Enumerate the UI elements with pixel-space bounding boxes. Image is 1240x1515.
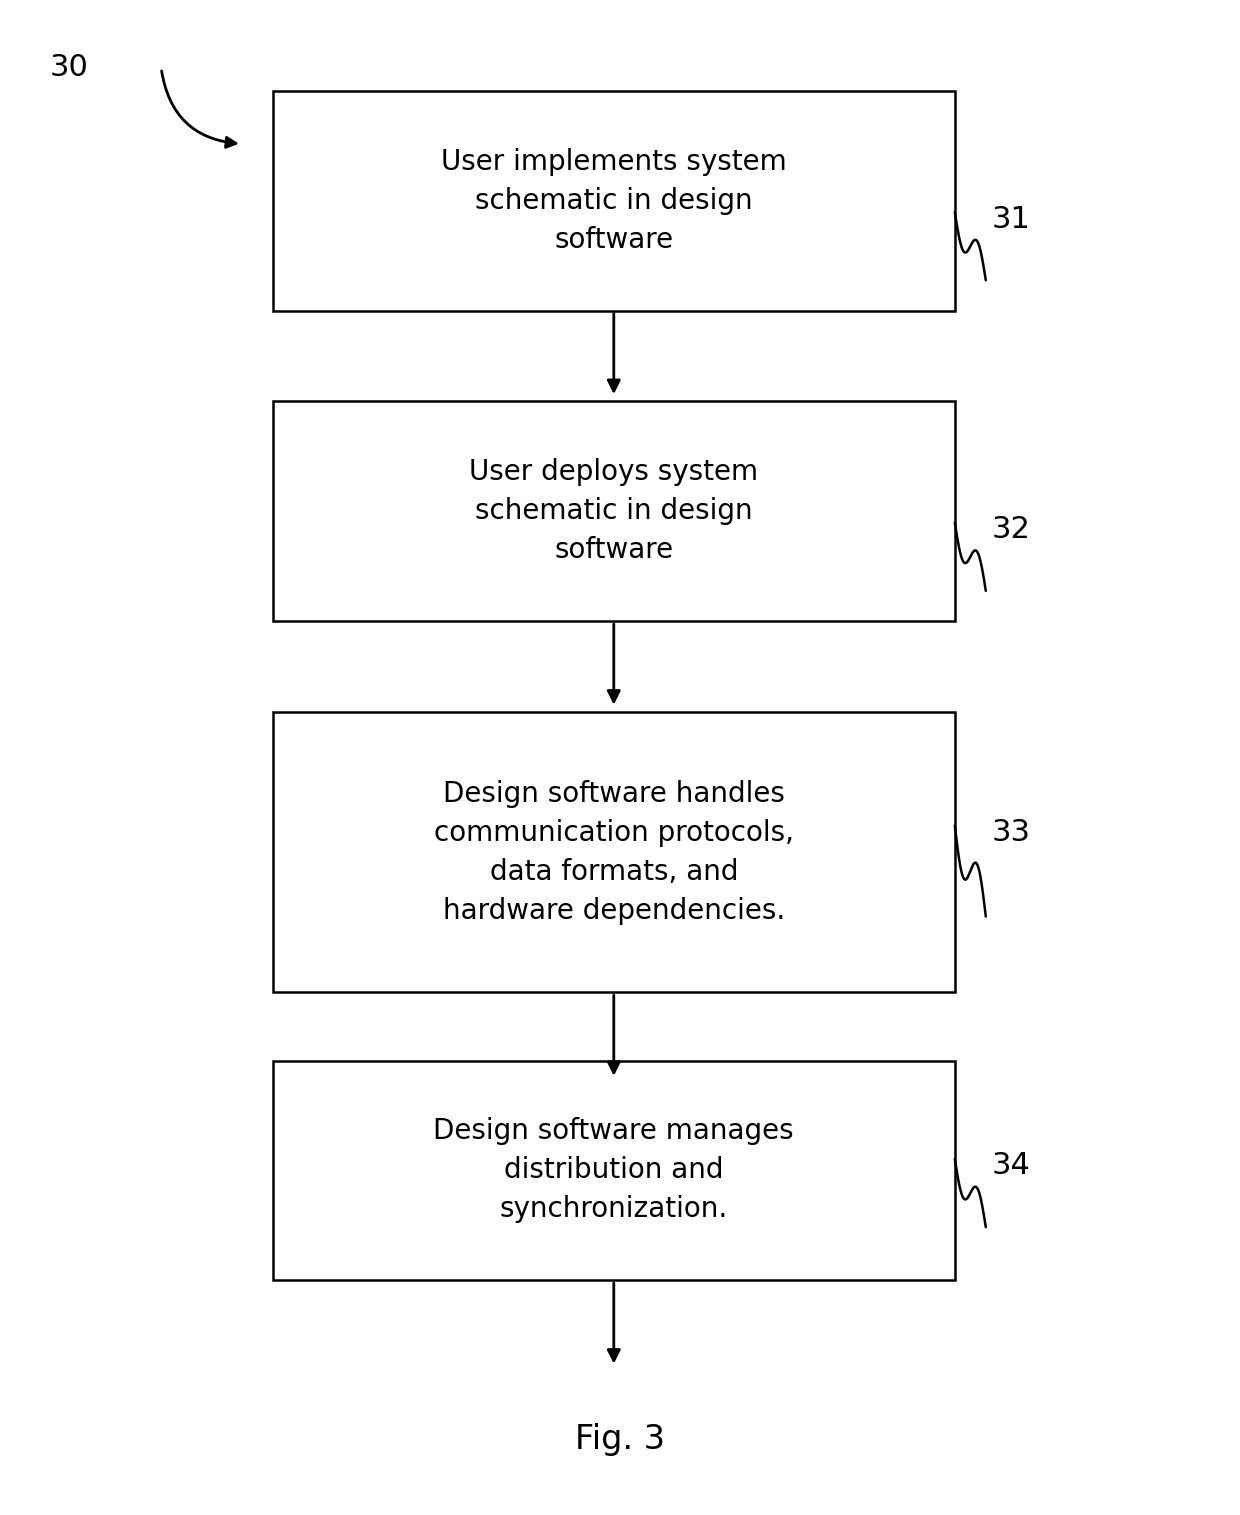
Text: User deploys system
schematic in design
software: User deploys system schematic in design … bbox=[469, 459, 759, 564]
FancyBboxPatch shape bbox=[273, 91, 955, 311]
Text: 33: 33 bbox=[992, 818, 1030, 847]
FancyBboxPatch shape bbox=[273, 712, 955, 992]
Text: 32: 32 bbox=[992, 515, 1030, 544]
Text: Design software handles
communication protocols,
data formats, and
hardware depe: Design software handles communication pr… bbox=[434, 780, 794, 924]
Text: Design software manages
distribution and
synchronization.: Design software manages distribution and… bbox=[434, 1118, 794, 1223]
FancyBboxPatch shape bbox=[273, 401, 955, 621]
Text: 31: 31 bbox=[992, 205, 1030, 233]
Text: Fig. 3: Fig. 3 bbox=[575, 1423, 665, 1456]
Text: 34: 34 bbox=[992, 1151, 1030, 1180]
FancyBboxPatch shape bbox=[273, 1060, 955, 1280]
Text: User implements system
schematic in design
software: User implements system schematic in desi… bbox=[441, 148, 786, 253]
Text: 30: 30 bbox=[50, 53, 88, 82]
